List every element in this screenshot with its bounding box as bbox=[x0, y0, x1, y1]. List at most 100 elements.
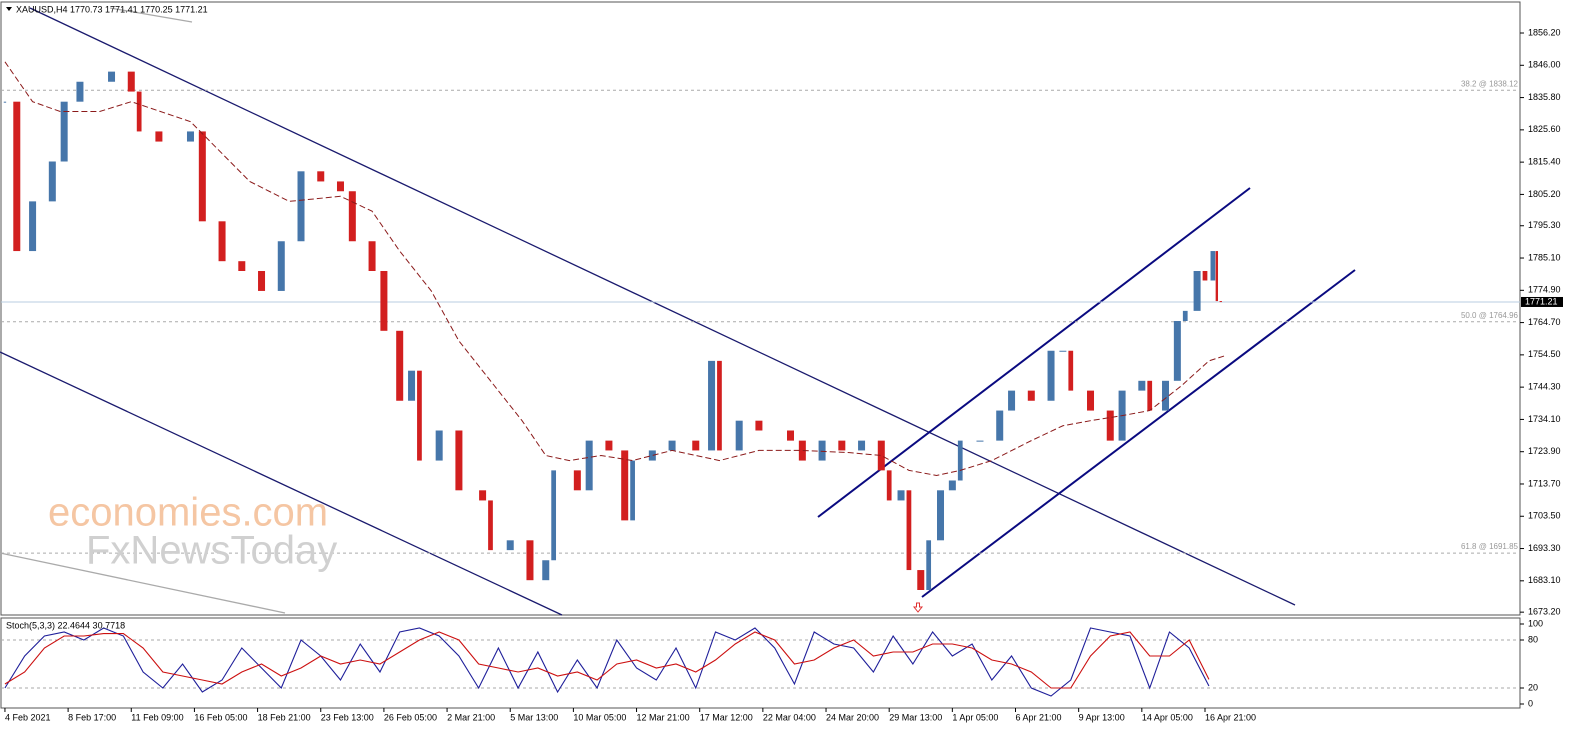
stoch-panel bbox=[0, 617, 1521, 709]
candle bbox=[906, 490, 912, 571]
y-tick-label: 1703.50 bbox=[1528, 511, 1561, 521]
candle bbox=[551, 470, 557, 561]
candle bbox=[29, 201, 37, 252]
candle bbox=[435, 430, 443, 461]
x-tick-label: 16 Apr 21:00 bbox=[1205, 712, 1256, 722]
y-tick-label: 1785.10 bbox=[1528, 252, 1561, 262]
candle bbox=[1210, 251, 1216, 281]
y-tick-label: 1734.10 bbox=[1528, 414, 1561, 424]
candle bbox=[479, 490, 487, 501]
y-tick-label: 1754.50 bbox=[1528, 349, 1561, 359]
fib-label: 38.2 @ 1838.12 bbox=[1461, 79, 1519, 88]
candle bbox=[76, 81, 84, 102]
y-tick-label: 1683.10 bbox=[1528, 575, 1561, 585]
stoch-title: Stoch(5,3,3) 22.4644 30.7718 bbox=[6, 620, 125, 630]
candle bbox=[573, 470, 581, 491]
y-tick-label: 1723.90 bbox=[1528, 446, 1561, 456]
candle bbox=[218, 221, 226, 262]
candle bbox=[858, 440, 866, 451]
candle bbox=[897, 490, 905, 501]
fib-label: 61.8 @ 1691.85 bbox=[1461, 542, 1519, 551]
watermark: FxNewsToday bbox=[86, 529, 337, 573]
arrow-marker bbox=[912, 602, 924, 613]
y-tick-label: 1825.60 bbox=[1528, 124, 1561, 134]
y-tick-label: 1835.80 bbox=[1528, 92, 1561, 102]
candle bbox=[692, 440, 700, 451]
candle bbox=[277, 241, 285, 291]
candle bbox=[1027, 390, 1035, 401]
candle bbox=[127, 71, 135, 92]
x-tick-label: 23 Feb 13:00 bbox=[321, 712, 374, 722]
candles bbox=[3, 71, 1222, 590]
candle bbox=[348, 191, 356, 242]
y-tick-label: 1795.30 bbox=[1528, 220, 1561, 230]
trendlines bbox=[0, 7, 1356, 616]
candle bbox=[542, 560, 550, 581]
candle bbox=[48, 161, 56, 202]
current-price-box bbox=[1521, 296, 1563, 307]
y-tick-label: 1815.40 bbox=[1528, 157, 1561, 167]
channel-line bbox=[921, 269, 1356, 598]
candle bbox=[1147, 380, 1153, 411]
candle bbox=[717, 360, 722, 451]
y-tick-label: 0 bbox=[1528, 698, 1533, 708]
x-tick-label: 6 Apr 21:00 bbox=[1016, 712, 1062, 722]
candle bbox=[886, 470, 892, 501]
candle bbox=[155, 131, 163, 142]
candle bbox=[1193, 270, 1201, 311]
x-tick-label: 4 Feb 2021 bbox=[5, 712, 51, 722]
candle bbox=[1068, 350, 1074, 391]
candle bbox=[1059, 350, 1067, 352]
candle bbox=[60, 101, 68, 162]
y-tick-label: 1774.90 bbox=[1528, 285, 1561, 295]
candle bbox=[1162, 380, 1170, 411]
candle bbox=[1087, 390, 1095, 411]
candle bbox=[1138, 380, 1146, 391]
candle bbox=[708, 360, 716, 451]
stoch-line bbox=[4, 627, 1210, 697]
candle bbox=[1047, 350, 1055, 401]
candle bbox=[1215, 251, 1219, 302]
x-tick-label: 17 Mar 12:00 bbox=[700, 712, 753, 722]
candle bbox=[877, 440, 885, 471]
x-tick-label: 1 Apr 05:00 bbox=[952, 712, 998, 722]
candle bbox=[1173, 321, 1181, 381]
candle bbox=[735, 420, 743, 451]
candle bbox=[755, 420, 763, 431]
y-tick-label: 1744.30 bbox=[1528, 382, 1561, 392]
candle bbox=[818, 440, 826, 461]
candle bbox=[108, 71, 116, 82]
candle bbox=[668, 440, 676, 451]
x-tick-label: 29 Mar 13:00 bbox=[889, 712, 942, 722]
y-tick-label: 80 bbox=[1528, 634, 1538, 644]
y-tick-label: 1846.00 bbox=[1528, 60, 1561, 70]
x-tick-label: 11 Feb 09:00 bbox=[131, 712, 183, 722]
channel-line bbox=[817, 187, 1251, 518]
candle bbox=[838, 440, 846, 451]
x-tick-label: 9 Apr 13:00 bbox=[1079, 712, 1125, 722]
trendline bbox=[109, 7, 193, 23]
candle bbox=[506, 540, 514, 551]
candle bbox=[258, 270, 266, 291]
candle bbox=[488, 500, 493, 551]
y-tick-label: 1673.20 bbox=[1528, 607, 1561, 617]
candle bbox=[630, 460, 635, 521]
candle bbox=[297, 171, 305, 242]
x-tick-label: 2 Mar 21:00 bbox=[447, 712, 495, 722]
candle bbox=[417, 370, 422, 461]
candle bbox=[621, 450, 629, 521]
x-tick-label: 16 Feb 05:00 bbox=[194, 712, 247, 722]
y-tick-label: 1713.70 bbox=[1528, 478, 1561, 488]
x-tick-label: 8 Feb 17:00 bbox=[68, 712, 116, 722]
candle bbox=[957, 440, 963, 481]
candle bbox=[787, 430, 795, 441]
candle bbox=[368, 241, 376, 271]
candle bbox=[937, 490, 945, 541]
watermark: economies.com bbox=[48, 491, 328, 535]
candle bbox=[976, 440, 984, 442]
x-tick-label: 18 Feb 21:00 bbox=[258, 712, 311, 722]
candle bbox=[198, 131, 206, 222]
candle bbox=[317, 171, 325, 182]
